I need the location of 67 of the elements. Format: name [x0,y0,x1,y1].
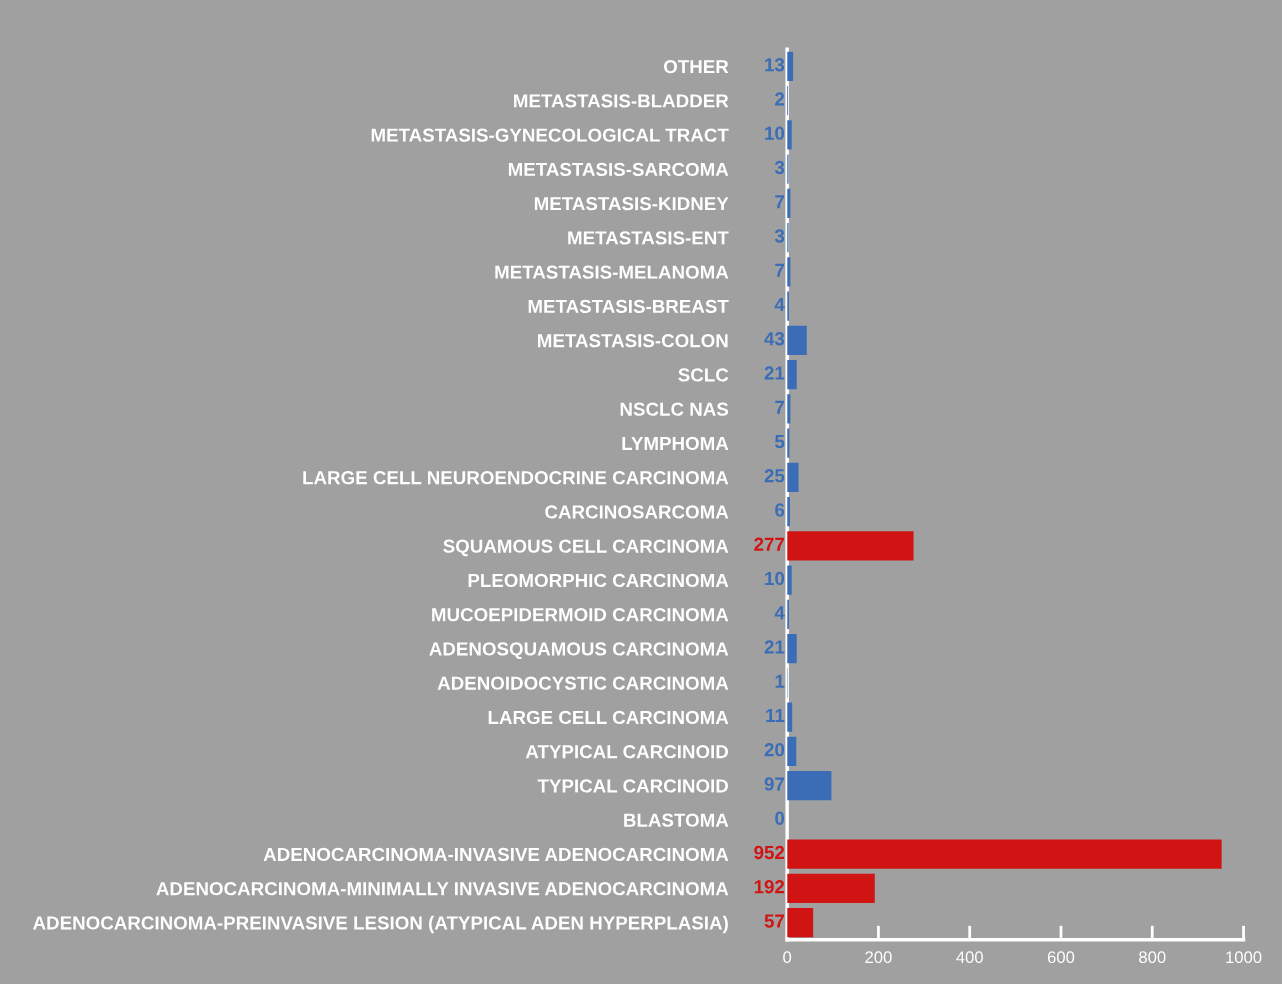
data-label: 2 [775,92,785,106]
y-tick-label: ADENOCARCINOMA-INVASIVE ADENOCARCINOMA [263,847,729,862]
y-tick-label: MUCOEPIDERMOID CARCINOMA [432,608,729,622]
data-label: 6 [775,503,785,517]
data-label: 7 [775,400,785,414]
y-tick-label: ADENOSQUAMOUS CARCINOMA [429,642,729,660]
y-tick-label: ADENOCARCINOMA-PREINVASIVE LESION (ATYPICAL ADEN HYPERPLASIA) [33,915,728,934]
data-label: 5 [775,435,785,449]
y-tick-label: TYPICAL CARCINOID [537,779,729,793]
bar [787,771,832,801]
y-tick-label: PLEOMORPHIC CARCINOMA [468,573,729,588]
bar [787,908,814,938]
data-label: 3 [774,160,785,175]
y-tick-label: METASTASIS-ENT [568,231,729,245]
data-label: 7 [775,195,785,209]
data-label: 277 [754,537,785,551]
bar [787,873,875,903]
data-label: 25 [764,469,785,483]
bar [787,325,807,355]
y-tick-label: OTHER [663,60,729,74]
y-tick-label: NSCLC NAS [620,402,729,416]
bar [787,462,799,492]
data-label: 10 [765,571,785,586]
data-label: 192 [754,880,785,894]
y-tick-label: METASTASIS-BLADDER [514,94,729,108]
y-tick-label: BLASTOMA [624,813,729,827]
y-tick-label: ADENOIDOCYSTIC CARCINOMA [437,676,729,690]
y-tick-label: METASTASIS-COLON [538,334,728,348]
y-tick-label: METASTASIS-SARCOMA [508,162,729,177]
x-tick-label: 0 [783,951,792,964]
y-tick-label: SQUAMOUS CELL CARCINOMA [443,539,729,557]
data-label: 20 [764,743,785,757]
x-tick-label: 600 [1047,951,1075,964]
data-label: 97 [764,777,785,791]
y-tick-label: LARGE CELL CARCINOMA [488,710,729,725]
data-label: 3 [774,229,785,243]
data-label: 1 [775,674,785,688]
data-label: 4 [774,298,785,311]
data-label: 21 [764,640,785,654]
bar [787,531,914,561]
data-label: 11 [766,709,785,722]
data-label: 43 [764,332,785,346]
bar [787,360,797,390]
y-tick-label: ADENOCARCINOMA-MINIMALLY INVASIVE ADENOCARCINOMA [156,882,729,896]
y-tick-label: METASTASIS-BREAST [528,299,729,314]
data-label: 4 [774,606,785,620]
data-label: 21 [764,366,785,380]
y-tick-label: ATYPICAL CARCINOID [525,745,729,759]
x-tick-label: 800 [1139,951,1166,964]
data-label: 57 [764,914,785,928]
data-label: 952 [754,845,785,860]
data-label: 13 [765,58,785,72]
data-label: 7 [775,263,785,277]
y-tick-label: SCLC [678,368,729,382]
y-tick-label: LYMPHOMA [622,436,729,451]
x-tick-label: 400 [956,951,983,964]
y-tick-label: LARGE CELL NEUROENDOCRINE CARCINOMA [303,471,729,485]
y-tick-label: METASTASIS-KIDNEY [534,197,729,211]
data-label: 10 [765,126,785,140]
y-tick-label: CARCINOSARCOMA [545,505,729,519]
bar [787,839,1222,869]
bar [787,634,797,664]
y-tick-label: METASTASIS-MELANOMA [495,265,729,279]
data-label: 0 [775,811,785,825]
y-tick-label: METASTASIS-GYNECOLOGICAL TRACT [371,128,729,142]
x-tick-label: 200 [865,951,892,964]
x-tick-label: 1000 [1226,951,1262,964]
